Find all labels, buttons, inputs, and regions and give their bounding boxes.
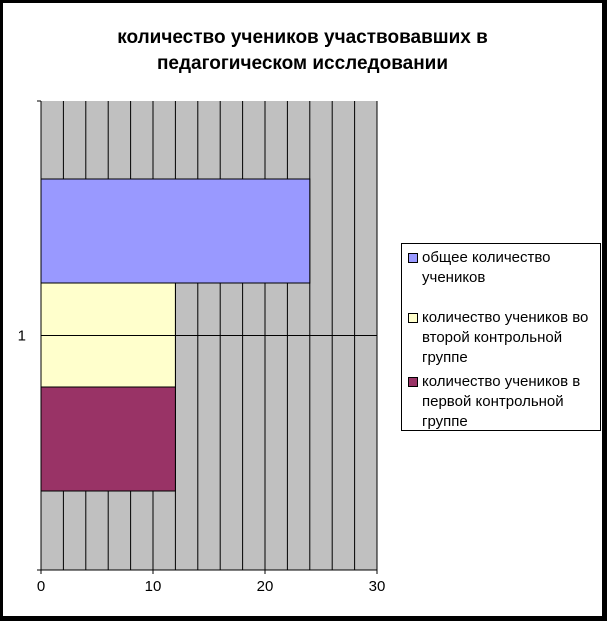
legend-swatch-first-group: [408, 377, 418, 387]
chart-title-line-2: педагогическом исследовании: [156, 53, 449, 74]
x-tick-label-30: 30: [369, 578, 386, 595]
legend: общее количество учеников количество уче…: [401, 243, 601, 431]
x-tick-label-20: 20: [257, 578, 274, 595]
category-label-1: 1: [18, 328, 26, 345]
x-tick-label-0: 0: [37, 578, 45, 595]
chart-title-line-1: количество учеников участвовавших в: [117, 27, 488, 48]
bar-series-1: [40, 178, 311, 284]
bar-series-3: [40, 386, 176, 492]
legend-swatch-total: [408, 253, 418, 263]
legend-label-total: общее количество учеников: [422, 249, 551, 286]
legend-label-first-group: количество учеников в первой контрольной…: [422, 373, 581, 430]
x-tick-label-10: 10: [145, 578, 162, 595]
plot-area: 0 10 20 30 1: [18, 100, 386, 595]
legend-label-second-group: количество учеников во второй контрольно…: [422, 309, 589, 366]
chart-title: количество учеников участвовавших в педа…: [3, 25, 602, 77]
legend-swatch-second-group: [408, 313, 418, 323]
